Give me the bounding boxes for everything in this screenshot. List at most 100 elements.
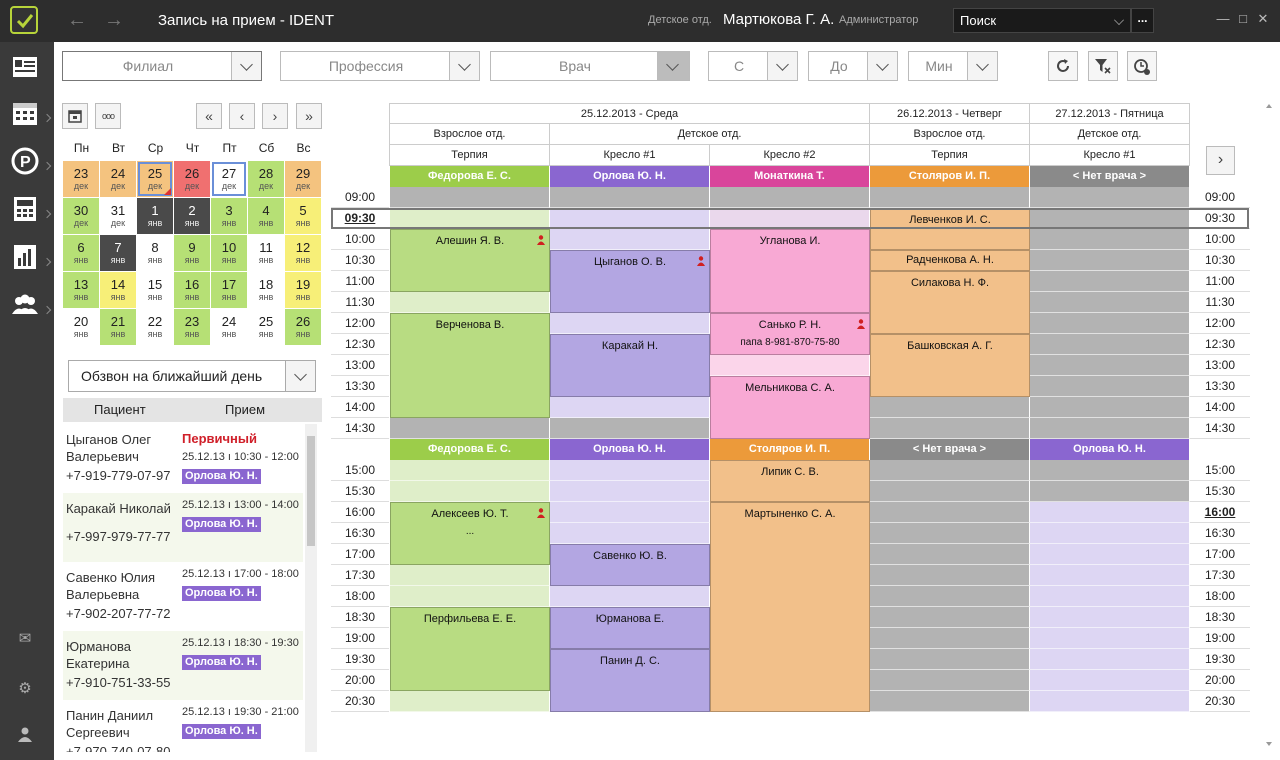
- doctor-header[interactable]: Орлова Ю. Н.: [550, 166, 710, 187]
- schedule-cell[interactable]: [710, 187, 870, 208]
- schedule-cell[interactable]: [870, 565, 1030, 586]
- calendar-day[interactable]: 23 янв: [174, 309, 210, 345]
- chevron-down-icon[interactable]: [1114, 15, 1124, 25]
- calendar-day[interactable]: 17 янв: [211, 272, 247, 308]
- schedule-cell[interactable]: [1030, 355, 1190, 376]
- chevron-down-icon[interactable]: [967, 52, 997, 80]
- schedule-cell[interactable]: [550, 481, 710, 502]
- calendar-day[interactable]: 9 янв: [174, 235, 210, 271]
- calendar-day[interactable]: 13 янв: [63, 272, 99, 308]
- schedule-cell[interactable]: [1030, 502, 1190, 523]
- maximize-icon[interactable]: □: [1239, 11, 1247, 26]
- schedule-cell[interactable]: [550, 523, 710, 544]
- schedule-cell[interactable]: [1030, 376, 1190, 397]
- from-time-select[interactable]: С: [708, 51, 798, 81]
- appointment[interactable]: Алешин Я. В.: [390, 229, 550, 292]
- schedule-cell[interactable]: [1030, 649, 1190, 670]
- calendar-next-button[interactable]: ›: [262, 103, 288, 129]
- schedule-cell[interactable]: [870, 418, 1030, 439]
- schedule-cell[interactable]: [1030, 607, 1190, 628]
- doctor-header[interactable]: Орлова Ю. Н.: [550, 439, 710, 460]
- schedule-cell[interactable]: [390, 586, 550, 607]
- scroll-up-icon[interactable]: [1266, 104, 1272, 108]
- gear-icon[interactable]: ⚙: [18, 680, 32, 697]
- calendar-day[interactable]: 26 янв: [285, 309, 321, 345]
- callback-row[interactable]: Каракай Николай +7-997-979-77-77 25.12.13 …: [63, 493, 303, 562]
- schedule-cell[interactable]: [1030, 271, 1190, 292]
- schedule-cell[interactable]: [550, 502, 710, 523]
- calendar-day[interactable]: 18 янв: [248, 272, 284, 308]
- calendar-day[interactable]: 23 дек: [63, 161, 99, 197]
- schedule-cell[interactable]: [1030, 250, 1190, 271]
- calendar-day[interactable]: 31 дек: [100, 198, 136, 234]
- schedule-cell[interactable]: [550, 418, 710, 439]
- calendar-day[interactable]: 11 янв: [248, 235, 284, 271]
- schedule-cell[interactable]: [870, 460, 1030, 481]
- minimize-icon[interactable]: —: [1216, 11, 1230, 26]
- appointment[interactable]: Санько Р. Н. папа 8-981-870-75-80: [710, 313, 870, 355]
- schedule-cell[interactable]: [1030, 628, 1190, 649]
- schedule-cell[interactable]: [390, 565, 550, 586]
- users-icon[interactable]: [10, 290, 40, 320]
- schedule-cell[interactable]: [1030, 523, 1190, 544]
- calendar-day[interactable]: 27 дек: [211, 161, 247, 197]
- schedule-cell[interactable]: [390, 187, 550, 208]
- doctor-header[interactable]: Столяров И. П.: [870, 166, 1030, 187]
- calendar-day[interactable]: 4 янв: [248, 198, 284, 234]
- schedule-cell[interactable]: [1030, 292, 1190, 313]
- calendar-day[interactable]: 29 дек: [285, 161, 321, 197]
- callback-row[interactable]: Савенко Юлия Валерьевна +7-902-207-77-72 2…: [63, 562, 303, 631]
- calendar-day[interactable]: 7 янв: [100, 235, 136, 271]
- schedule-cell[interactable]: [390, 481, 550, 502]
- callback-filter-select[interactable]: Обзвон на ближайший день: [68, 360, 316, 392]
- doctor-header[interactable]: < Нет врача >: [870, 439, 1030, 460]
- schedule-cell[interactable]: [1030, 565, 1190, 586]
- calendar-day[interactable]: 26 дек: [174, 161, 210, 197]
- calendar-day[interactable]: 25 янв: [248, 309, 284, 345]
- schedule-cell[interactable]: [870, 649, 1030, 670]
- appointment[interactable]: Мельникова С. А.: [710, 376, 870, 439]
- schedule-cell[interactable]: [1030, 691, 1190, 712]
- profession-select[interactable]: Профессия: [280, 51, 480, 81]
- schedule-cell[interactable]: [550, 229, 710, 250]
- schedule-cell[interactable]: [870, 628, 1030, 649]
- mail-icon[interactable]: ✉: [18, 630, 32, 647]
- calendar-day[interactable]: 8 янв: [137, 235, 173, 271]
- appointment[interactable]: Юрманова Е.: [550, 607, 710, 649]
- schedule-cell[interactable]: [870, 544, 1030, 565]
- calendar-day[interactable]: 3 янв: [211, 198, 247, 234]
- calendar-day[interactable]: 21 янв: [100, 309, 136, 345]
- schedule-cell[interactable]: [1030, 481, 1190, 502]
- branch-select[interactable]: Филиал: [62, 51, 262, 81]
- callback-row[interactable]: Цыганов Олег Валерьевич +7-919-779-07-97 П…: [63, 424, 303, 493]
- calendar-day[interactable]: 12 янв: [285, 235, 321, 271]
- calendar-day[interactable]: 15 янв: [137, 272, 173, 308]
- calendar-more-button[interactable]: ooo: [95, 103, 121, 129]
- calendar-day[interactable]: 28 дек: [248, 161, 284, 197]
- schedule-cell[interactable]: [870, 523, 1030, 544]
- cash-register-icon[interactable]: [10, 194, 40, 224]
- appointment[interactable]: Силакова Н. Ф.: [870, 271, 1030, 334]
- calendar-last-button[interactable]: »: [296, 103, 322, 129]
- schedule-cell[interactable]: [870, 607, 1030, 628]
- callback-scrollbar[interactable]: [305, 424, 317, 752]
- search-input[interactable]: Поиск: [953, 8, 1131, 33]
- user-name[interactable]: Мартюкова Г. А.: [723, 11, 835, 28]
- user-icon[interactable]: [16, 726, 34, 744]
- calendar-day[interactable]: 24 дек: [100, 161, 136, 197]
- calendar-day[interactable]: 5 янв: [285, 198, 321, 234]
- chevron-down-icon[interactable]: [657, 52, 689, 80]
- calendar-day[interactable]: 10 янв: [211, 235, 247, 271]
- schedule-cell[interactable]: [550, 187, 710, 208]
- refresh-button[interactable]: [1048, 51, 1078, 81]
- calendar-day[interactable]: 25 дек: [137, 161, 173, 197]
- schedule-cell[interactable]: [390, 292, 550, 313]
- schedule-cell[interactable]: [1030, 544, 1190, 565]
- main-scrollbar[interactable]: [1262, 100, 1276, 750]
- schedule-cell[interactable]: [550, 460, 710, 481]
- calendar-today-button[interactable]: [62, 103, 88, 129]
- calendar-prev-button[interactable]: ‹: [229, 103, 255, 129]
- appointment[interactable]: Липик С. В.: [710, 460, 870, 502]
- calendar-day[interactable]: 14 янв: [100, 272, 136, 308]
- patient-card-icon[interactable]: [10, 52, 40, 82]
